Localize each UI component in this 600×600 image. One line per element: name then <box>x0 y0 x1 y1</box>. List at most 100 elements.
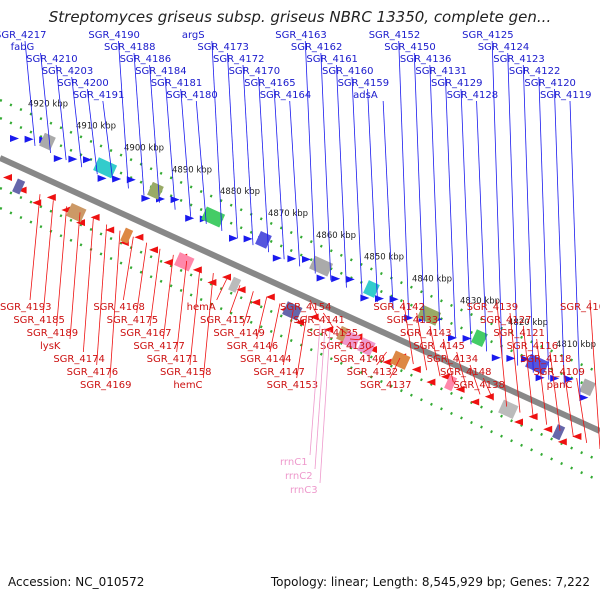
reverse-gene-label: SGR_4138 <box>453 380 505 391</box>
forward-gene-leader <box>336 64 347 288</box>
forward-gene-leader <box>258 76 269 253</box>
forward-gene-label: SGR_4131 <box>415 66 467 77</box>
reverse-gene-leader <box>296 315 308 379</box>
reverse-gene-arrow <box>309 313 319 321</box>
feature-box <box>336 325 350 342</box>
reverse-gene-label: SGR_4149 <box>213 328 264 339</box>
forward-gene-label: SGR_4152 <box>369 30 421 41</box>
reverse-gene-leader <box>162 254 174 340</box>
reverse-gene-label: SGR_4144 <box>240 354 292 365</box>
reverse-gene-label: SGR_4142 <box>373 302 425 313</box>
reverse-gene-label: SGR_4145 <box>413 341 465 352</box>
reverse-gene-leader <box>562 364 574 437</box>
reverse-gene-leader <box>456 351 468 389</box>
rrna-leader <box>314 327 326 470</box>
forward-gene-leader <box>507 52 519 366</box>
feature-box <box>201 206 226 228</box>
rrna-label: rrnC1 <box>280 457 308 468</box>
forward-gene-arrow <box>126 176 136 184</box>
reverse-gene-leader <box>136 242 148 314</box>
forward-gene-label: SGR_4165 <box>244 78 296 89</box>
forward-gene-label: SGR_4150 <box>384 42 436 53</box>
feature-box <box>255 231 272 249</box>
forward-gene-arrow <box>112 175 122 183</box>
forward-gene-label: SGR_4163 <box>275 30 327 41</box>
feature-box <box>363 280 380 298</box>
forward-gene-leader <box>55 64 67 161</box>
reverse-gene-leader <box>56 206 68 327</box>
reverse-gene-leader <box>109 230 121 379</box>
forward-gene-label: SGR_4159 <box>338 78 390 89</box>
forward-gene-label: SGR_4191 <box>73 90 125 101</box>
reverse-gene-label: hemC <box>173 380 202 391</box>
reverse-gene-leader <box>522 325 534 419</box>
feature-box <box>120 227 134 244</box>
reverse-gene-label: SGR_4167 <box>120 328 172 339</box>
reverse-gene-arrow <box>251 298 261 306</box>
reverse-gene-leader <box>536 338 548 425</box>
reverse-gene-arrow <box>514 418 523 426</box>
reverse-gene-leader <box>42 200 54 314</box>
reverse-gene-label: SGR_4130 <box>320 341 372 352</box>
forward-gene-leader <box>351 76 363 295</box>
forward-gene-arrow <box>272 254 282 262</box>
kbp-tick-label: 4870 kbp <box>268 209 308 219</box>
reverse-gene-label: SGR_4109 <box>533 367 585 378</box>
forward-gene-arrow <box>506 354 516 362</box>
feature-box <box>12 178 26 195</box>
reverse-gene-leader <box>389 357 401 379</box>
forward-gene-arrow <box>97 174 107 182</box>
rrna-leader <box>319 330 331 484</box>
forward-gene-arrow <box>10 135 19 143</box>
forward-gene-leader <box>86 88 98 175</box>
reverse-gene-leader <box>576 377 588 443</box>
main-axis <box>0 155 600 434</box>
forward-gene-leader <box>273 88 285 260</box>
feature-box <box>525 353 550 375</box>
forward-gene-label: SGR_4120 <box>524 78 576 89</box>
reverse-gene-arrow <box>207 278 217 286</box>
reverse-gene-leader <box>242 291 254 327</box>
reverse-gene-leader <box>336 325 347 335</box>
reverse-gene-arrow <box>557 438 567 446</box>
reverse-gene-arrow <box>441 373 450 381</box>
forward-gene-leader <box>429 64 441 331</box>
forward-gene-arrow <box>141 194 151 202</box>
kbp-tick-label: 4830 kbp <box>460 296 500 306</box>
kbp-tick-label: 4920 kbp <box>28 100 68 110</box>
reverse-gene-label: SGR_4133 <box>387 315 439 326</box>
feature-box <box>39 132 56 151</box>
forward-gene-arrow <box>170 196 180 204</box>
forward-gene-leader <box>227 52 238 239</box>
reverse-gene-label: hemA <box>187 302 216 313</box>
rrna-label: rrnC2 <box>285 471 313 482</box>
kbp-tick-label: 4850 kbp <box>364 253 404 263</box>
forward-gene-label: SGR_4188 <box>104 42 156 53</box>
reverse-gene-leader <box>216 278 228 301</box>
reverse-gene-arrow <box>222 273 231 281</box>
forward-gene-leader <box>71 76 83 168</box>
forward-gene-label: argS <box>182 30 205 41</box>
forward-gene-arrow <box>491 354 501 362</box>
forward-gene-leader <box>367 88 378 302</box>
forward-gene-leader <box>304 40 316 274</box>
reverse-gene-label: SGR_4101 <box>560 302 600 313</box>
forward-gene-arrow <box>229 234 238 242</box>
reverse-gene-arrow <box>484 393 494 401</box>
forward-gene-leader <box>460 88 472 345</box>
forward-gene-label: SGR_4180 <box>166 90 218 101</box>
reverse-gene-leader <box>69 212 81 340</box>
reverse-gene-arrow <box>572 433 582 441</box>
reverse-gene-arrow <box>32 199 42 207</box>
accession-text: Accession: NC_010572 <box>8 575 145 589</box>
reverse-gene-label: SGR_4153 <box>267 380 319 391</box>
reverse-gene-leader <box>429 325 441 377</box>
feature-box <box>498 399 519 419</box>
reverse-gene-arrow <box>3 173 12 181</box>
reverse-gene-leader <box>82 218 94 353</box>
forward-gene-arrow <box>564 375 574 383</box>
reverse-gene-label: SGR_4134 <box>427 354 479 365</box>
forward-gene-arrow <box>579 394 589 402</box>
feature-box <box>174 252 195 272</box>
